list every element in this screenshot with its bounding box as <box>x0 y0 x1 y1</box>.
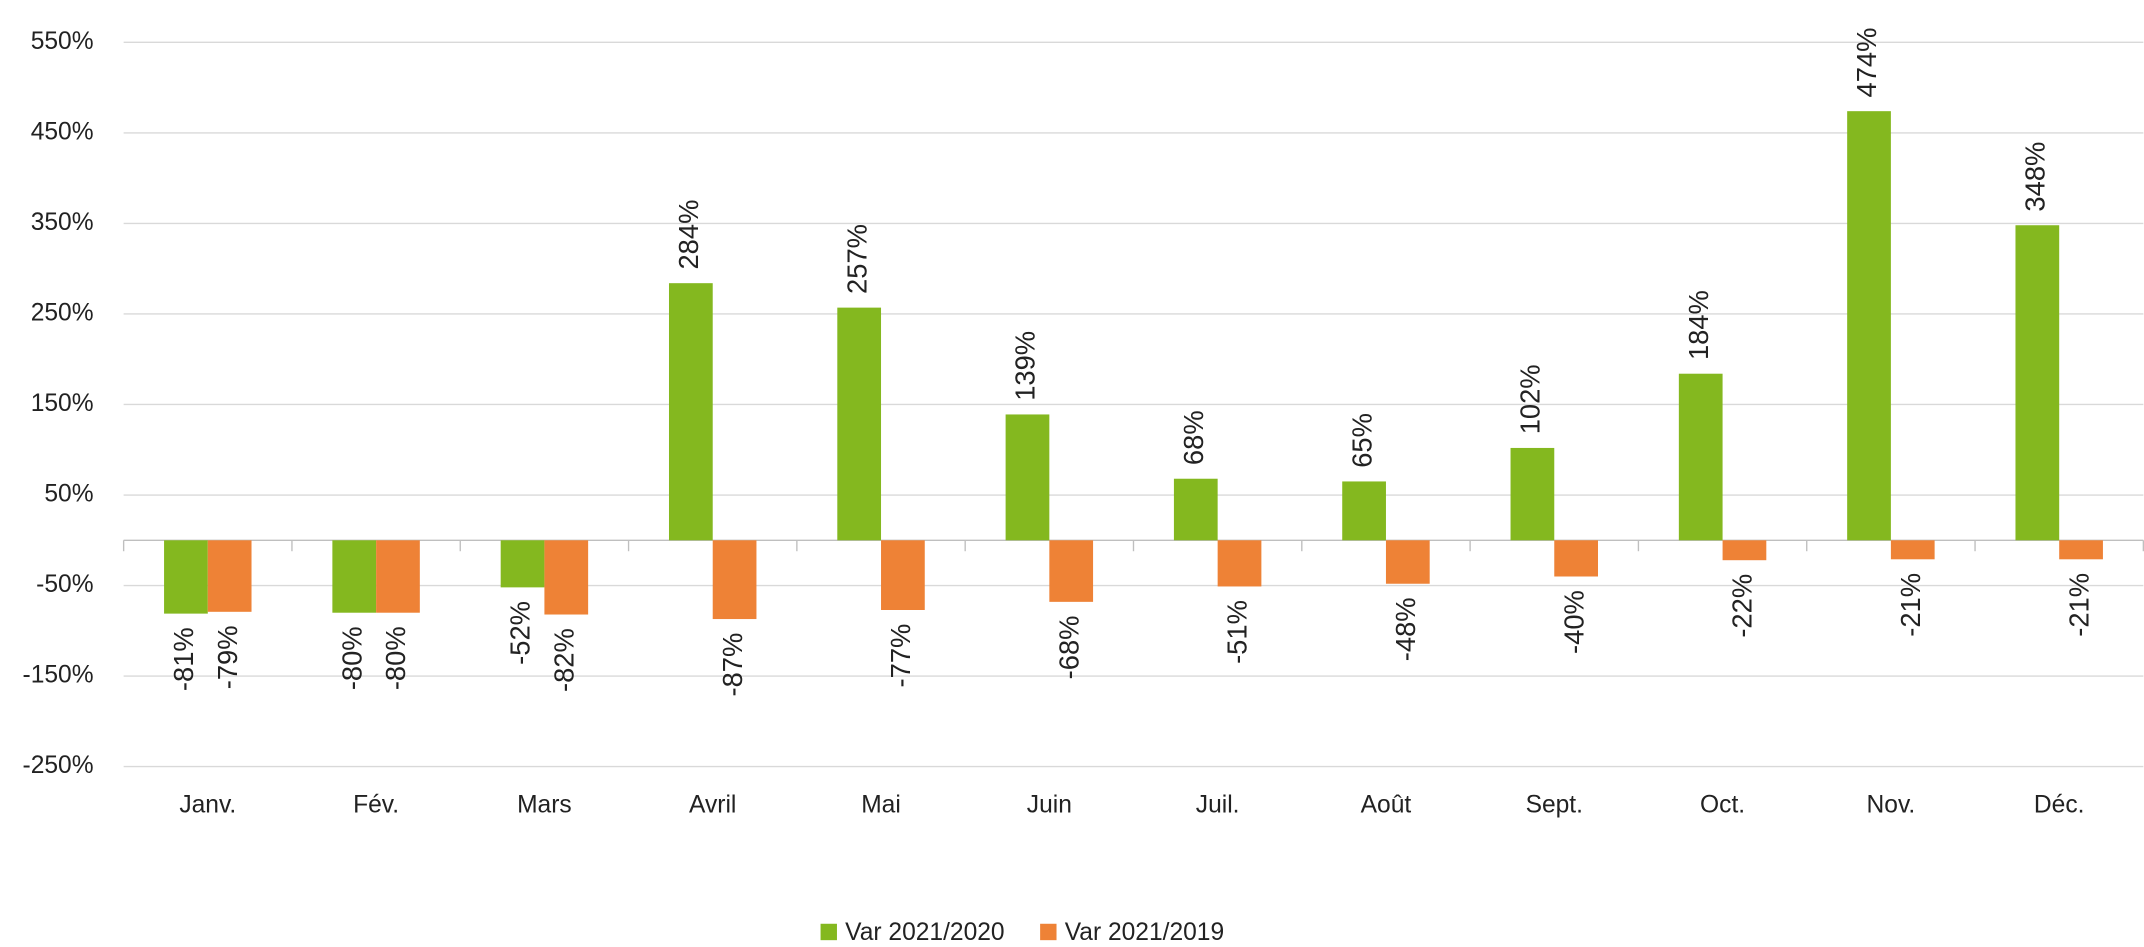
bar <box>668 283 713 541</box>
x-tick-label: Mars <box>517 792 572 819</box>
data-label: -87% <box>717 633 748 697</box>
bar <box>544 540 589 615</box>
legend-label: Var 2021/2019 <box>1065 919 1224 946</box>
x-tick-label: Juin <box>1027 792 1072 819</box>
bar <box>207 540 252 612</box>
legend-swatch <box>820 923 837 941</box>
y-tick-label: 50% <box>44 481 93 508</box>
data-label: 184% <box>1683 290 1714 360</box>
bar <box>1847 111 1891 541</box>
y-tick-label: 250% <box>31 299 94 326</box>
data-label: -77% <box>885 624 916 688</box>
x-tick-label: Sept. <box>1526 792 1583 819</box>
y-tick-label: 450% <box>31 118 94 145</box>
y-tick-label: 150% <box>31 390 94 417</box>
bar <box>1722 540 1767 561</box>
y-tick-label: 550% <box>31 28 94 55</box>
data-label: 474% <box>1851 28 1882 98</box>
bar <box>1385 540 1430 584</box>
x-tick-label: Juil. <box>1196 792 1240 819</box>
data-label: 68% <box>1178 410 1209 465</box>
bar <box>1049 540 1094 602</box>
legend-swatch <box>1040 923 1057 941</box>
data-label: -52% <box>505 601 536 665</box>
data-label: -51% <box>1222 600 1253 664</box>
bar <box>881 540 925 610</box>
bar <box>1005 414 1050 541</box>
bar <box>837 307 882 541</box>
data-label: 257% <box>841 224 872 294</box>
data-label: -79% <box>212 625 243 689</box>
bar <box>1217 540 1262 587</box>
x-tick-label: Janv. <box>179 792 236 819</box>
x-tick-label: Août <box>1361 792 1412 819</box>
bar <box>376 540 420 613</box>
bar <box>500 540 545 588</box>
data-label: -40% <box>1558 590 1589 654</box>
data-label: -68% <box>1053 616 1084 680</box>
y-tick-label: -250% <box>23 752 94 779</box>
bar <box>2015 225 2060 541</box>
data-label: 65% <box>1346 413 1377 468</box>
x-tick-label: Nov. <box>1867 792 1916 819</box>
x-tick-label: Avril <box>689 792 736 819</box>
data-label: 348% <box>2020 142 2051 212</box>
data-label: -21% <box>2063 573 2094 637</box>
data-label: -80% <box>380 626 411 690</box>
x-tick-label: Déc. <box>2034 792 2085 819</box>
bar <box>332 540 377 613</box>
bar <box>1173 478 1218 541</box>
x-tick-label: Oct. <box>1700 792 1745 819</box>
y-tick-label: -150% <box>23 662 94 689</box>
bar <box>1510 447 1555 541</box>
bar <box>2059 540 2103 560</box>
bar <box>1342 481 1386 541</box>
bar <box>1678 373 1723 541</box>
data-label: -21% <box>1895 573 1926 637</box>
data-label: -48% <box>1390 597 1421 661</box>
data-label: -82% <box>548 628 579 692</box>
x-tick-label: Mai <box>861 792 901 819</box>
bar <box>1890 540 1935 560</box>
data-label: 284% <box>673 200 704 270</box>
data-label: 102% <box>1515 364 1546 434</box>
x-tick-label: Fév. <box>353 792 399 819</box>
legend-label: Var 2021/2020 <box>845 919 1004 946</box>
bar <box>164 540 208 614</box>
data-label: 139% <box>1010 331 1041 401</box>
bar <box>712 540 757 620</box>
bar <box>1554 540 1598 577</box>
data-label: -80% <box>336 626 367 690</box>
data-label: -22% <box>1727 574 1758 638</box>
y-tick-label: 350% <box>31 209 94 236</box>
data-label: -81% <box>168 627 199 691</box>
y-tick-label: -50% <box>36 571 93 598</box>
